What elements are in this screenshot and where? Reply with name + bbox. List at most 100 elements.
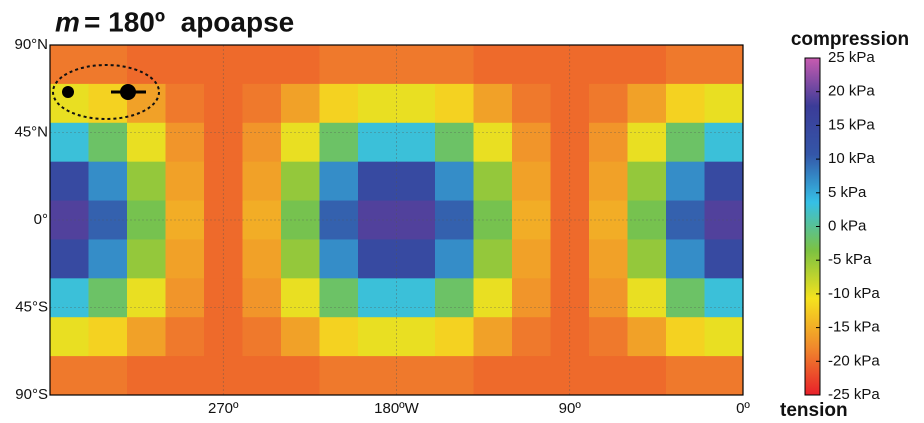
moon <box>120 84 136 100</box>
heat-cell <box>319 239 359 279</box>
heat-cell <box>666 45 705 85</box>
heat-cell <box>512 122 551 163</box>
heat-cell <box>88 239 128 279</box>
x-tick-label: 90º <box>559 400 582 417</box>
heat-cell <box>242 45 282 85</box>
heat-cell <box>281 278 320 318</box>
heat-cell <box>666 122 705 163</box>
heat-cell <box>589 278 628 318</box>
heat-cell <box>589 122 628 163</box>
heat-cell <box>627 239 667 279</box>
heat-cell <box>319 317 359 357</box>
heat-cell <box>242 317 282 357</box>
heat-cell <box>396 239 436 279</box>
heat-cell <box>435 278 474 318</box>
x-tick-label: 270º <box>208 400 239 417</box>
heat-cell <box>88 356 128 396</box>
heat-cell <box>281 45 320 85</box>
heat-cell <box>358 45 397 85</box>
heat-cell <box>127 122 166 163</box>
heat-cell <box>704 317 744 357</box>
heat-cell <box>512 239 551 279</box>
heat-cell <box>666 239 705 279</box>
heat-cell <box>473 161 513 202</box>
heat-cell <box>319 356 359 396</box>
heat-cell <box>473 122 513 163</box>
heat-cell <box>473 239 513 279</box>
heat-cell <box>473 278 513 318</box>
heat-cell <box>473 317 513 357</box>
heat-cell <box>627 317 667 357</box>
heat-cell <box>512 317 551 357</box>
heat-cell <box>666 278 705 318</box>
heat-cell <box>165 239 205 279</box>
colorbar-tick-label: 25 kPa <box>828 49 875 66</box>
heat-cell <box>666 161 705 202</box>
heat-cell <box>512 83 551 124</box>
heat-cell <box>396 356 436 396</box>
heat-cell <box>165 356 205 396</box>
planet <box>62 86 74 98</box>
heat-cell <box>281 356 320 396</box>
heat-cell <box>127 317 166 357</box>
heat-cell <box>319 161 359 202</box>
heat-cell <box>666 356 705 396</box>
heat-cell <box>396 45 436 85</box>
heat-cell <box>512 356 551 396</box>
heat-cell <box>358 356 397 396</box>
heat-cell <box>242 83 282 124</box>
heat-cell <box>127 278 166 318</box>
orbit-icon <box>52 64 160 120</box>
heat-cell <box>88 161 128 202</box>
heat-cell <box>627 83 667 124</box>
heat-cell <box>627 356 667 396</box>
heat-cell <box>435 161 474 202</box>
heat-cell <box>319 83 359 124</box>
heat-cell <box>396 83 436 124</box>
heat-cell <box>127 45 166 85</box>
y-tick-label: 90°N <box>14 36 48 53</box>
heat-cell <box>627 45 667 85</box>
heat-cell <box>666 83 705 124</box>
heat-cell <box>589 45 628 85</box>
heat-cell <box>396 161 436 202</box>
y-tick-label: 90°S <box>15 386 48 403</box>
heat-cell <box>627 278 667 318</box>
heat-cell <box>281 161 320 202</box>
heat-cell <box>165 45 205 85</box>
orbit <box>52 64 160 120</box>
heat-cell <box>242 239 282 279</box>
heat-cell <box>704 356 744 396</box>
y-tick-label: 45°S <box>15 298 48 315</box>
heat-cell <box>396 122 436 163</box>
heat-cell <box>88 278 128 318</box>
heat-cell <box>165 317 205 357</box>
heat-cell <box>473 83 513 124</box>
heat-cell <box>281 122 320 163</box>
heat-cell <box>589 161 628 202</box>
heat-cell <box>319 122 359 163</box>
x-tick-label: 0º <box>736 400 750 417</box>
heat-cell <box>512 278 551 318</box>
colorbar-top-label: compression <box>791 29 909 50</box>
heat-cell <box>242 161 282 202</box>
heat-cell <box>50 356 89 396</box>
heat-cell <box>473 45 513 85</box>
chart-title: = 180º apoapse <box>84 6 294 37</box>
heat-cell <box>281 239 320 279</box>
heat-cell <box>627 161 667 202</box>
colorbar-tick-label: -5 kPa <box>828 251 872 268</box>
heat-cell <box>396 317 436 357</box>
colorbar-tick-label: 20 kPa <box>828 83 875 100</box>
colorbar-tick-label: 0 kPa <box>828 217 867 234</box>
colorbar-tick-label: 15 kPa <box>828 116 875 133</box>
colorbar-tick-label: 5 kPa <box>828 184 867 201</box>
heat-cell <box>358 161 397 202</box>
axes: 270º 180ºW 90º 0º 90°N 45°N 0° 45°S 90°S <box>14 36 750 417</box>
heat-cell <box>165 278 205 318</box>
heat-cell <box>473 356 513 396</box>
heat-cell <box>127 356 166 396</box>
heat-cell <box>88 317 128 357</box>
heat-cell <box>358 239 397 279</box>
